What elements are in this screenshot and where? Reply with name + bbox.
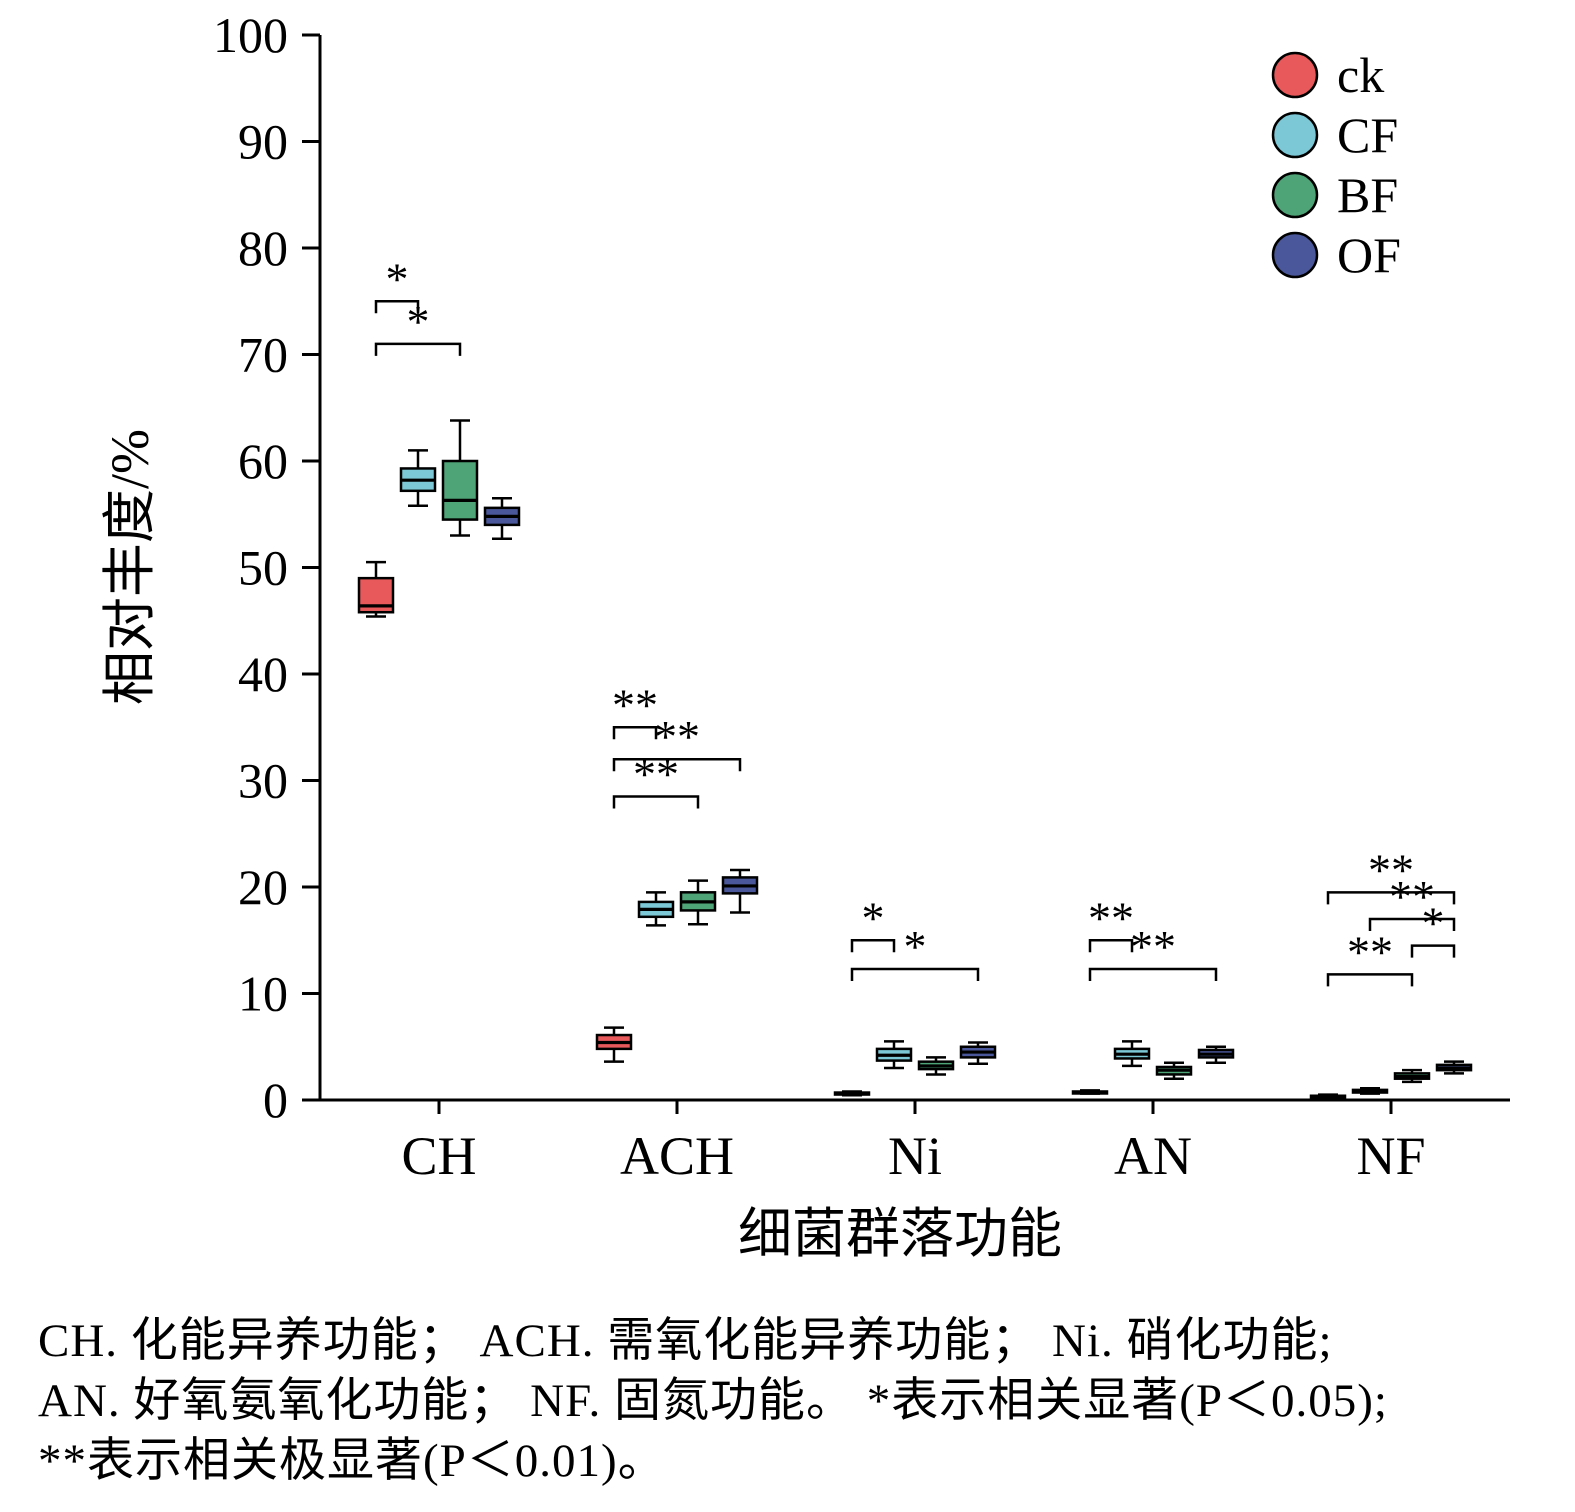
x-tick-label: AN — [1114, 1126, 1192, 1186]
significance-bracket — [1410, 944, 1456, 958]
box-ACH-OF — [721, 868, 759, 914]
legend-label: OF — [1337, 227, 1401, 283]
significance-label: * — [407, 296, 430, 347]
box-CH-OF — [483, 497, 521, 540]
significance-bracket — [850, 939, 896, 953]
y-tick-label: 80 — [238, 220, 288, 276]
caption-line-2: AN. 好氧氨氧化功能； NF. 固氮功能。 *表示相关显著(P＜0.05); — [38, 1375, 1388, 1428]
box-ACH-CF — [637, 891, 675, 927]
box-AN-CF — [1113, 1040, 1151, 1068]
box-CH-CF — [399, 449, 437, 507]
boxplot-chart: 相对丰度/% 细菌群落功能 0 10 20 30 40 50 60 70 80 90 100 CH AC… — [100, 7, 1510, 1264]
significance-label: ** — [1130, 921, 1176, 972]
legend-item-OF: OF — [1271, 227, 1401, 283]
x-tick-label: CH — [401, 1126, 476, 1186]
significance-label: ** — [1368, 844, 1414, 895]
box-Ni-ck — [833, 1090, 871, 1097]
significance-label: * — [386, 253, 409, 304]
significance-bracket — [612, 795, 700, 809]
y-tick-label: 60 — [238, 433, 288, 489]
caption-line-1: CH. 化能异养功能； ACH. 需氧化能异养功能； Ni. 硝化功能; — [38, 1315, 1333, 1367]
x-axis-title: 细菌群落功能 — [738, 1204, 1062, 1264]
legend-label: ck — [1337, 47, 1384, 103]
box-CH-BF — [441, 419, 479, 537]
y-tick-label: 50 — [238, 540, 288, 596]
significance-bracket — [612, 757, 742, 772]
significance-bracket — [612, 726, 658, 740]
y-tick-label: 90 — [238, 114, 288, 170]
y-tick-label: 100 — [213, 7, 288, 63]
legend-item-ck: ck — [1271, 47, 1384, 103]
box-AN-ck — [1071, 1089, 1109, 1095]
figure-caption: CH. 化能异养功能； ACH. 需氧化能异养功能； Ni. 硝化功能; AN.… — [0, 1305, 1575, 1491]
legend-label: BF — [1337, 167, 1398, 223]
y-axis-title: 相对丰度/% — [100, 429, 160, 705]
box-body — [441, 459, 479, 521]
legend-label: CF — [1337, 107, 1398, 163]
legend-item-BF: BF — [1271, 167, 1398, 223]
significance-bracket — [1326, 973, 1414, 987]
significance-bracket — [1088, 967, 1218, 982]
y-tick-label: 0 — [263, 1072, 288, 1128]
box-Ni-OF — [959, 1041, 997, 1066]
legend-swatch-BF — [1271, 171, 1319, 219]
significance-bracket — [374, 300, 420, 314]
x-tick-label: ACH — [620, 1126, 734, 1186]
significance-label: ** — [1347, 926, 1393, 977]
box-ACH-ck — [595, 1026, 633, 1063]
significance-bracket — [1088, 939, 1134, 953]
y-tick-label: 20 — [238, 859, 288, 915]
x-tick-label: NF — [1356, 1126, 1425, 1186]
legend-swatch-ck — [1271, 51, 1319, 99]
y-tick-label: 30 — [238, 753, 288, 809]
caption-line-3: **表示相关极显著(P＜0.01)。 — [38, 1435, 666, 1488]
box-CH-ck — [357, 560, 395, 618]
significance-bracket — [374, 342, 462, 356]
box-Ni-CF — [875, 1040, 913, 1070]
significance-label: ** — [654, 711, 700, 762]
significance-label: ** — [1389, 871, 1435, 922]
legend-swatch-CF — [1271, 111, 1319, 159]
legend-swatch-OF — [1271, 231, 1319, 279]
box-NF-CF — [1351, 1087, 1389, 1095]
box-ACH-BF — [679, 879, 717, 926]
significance-label: ** — [633, 748, 679, 799]
significance-label: ** — [1088, 892, 1134, 943]
significance-label: * — [904, 921, 927, 972]
legend-item-CF: CF — [1271, 107, 1398, 163]
box-AN-OF — [1197, 1045, 1235, 1064]
significance-label: * — [1422, 898, 1445, 949]
significance-bracket — [1368, 917, 1456, 931]
box-Ni-BF — [917, 1056, 955, 1076]
box-AN-BF — [1155, 1061, 1193, 1080]
y-tick-label: 40 — [238, 646, 288, 702]
box-NF-ck — [1309, 1093, 1347, 1100]
significance-label: * — [862, 892, 885, 943]
x-tick-label: Ni — [888, 1126, 942, 1186]
box-NF-OF — [1435, 1060, 1473, 1075]
y-tick-label: 10 — [238, 966, 288, 1022]
significance-bracket — [1326, 891, 1456, 905]
box-NF-BF — [1393, 1068, 1431, 1084]
significance-bracket — [850, 967, 980, 982]
y-tick-label: 70 — [238, 327, 288, 383]
significance-label: ** — [612, 679, 658, 730]
